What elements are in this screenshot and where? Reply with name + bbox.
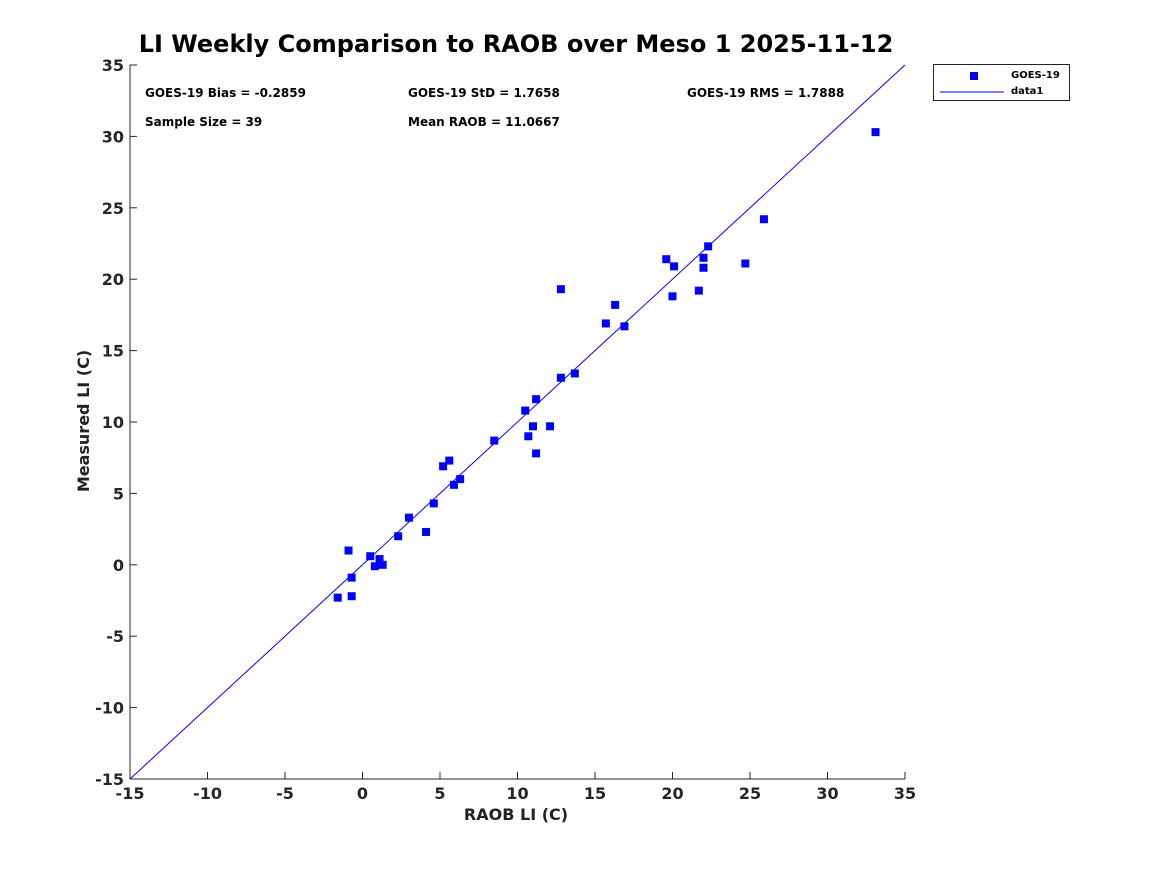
data-point <box>524 432 533 441</box>
data-point <box>611 300 620 309</box>
y-tick-label: 35 <box>102 56 124 75</box>
data-point <box>741 259 750 268</box>
annotation-sample-size: Sample Size = 39 <box>145 115 262 129</box>
data-point <box>333 593 342 602</box>
series-line-data1 <box>129 64 906 780</box>
data-point <box>370 562 379 571</box>
data-point <box>601 319 610 328</box>
annotation-std: GOES-19 StD = 1.7658 <box>408 86 560 100</box>
x-tick-label: 5 <box>434 784 445 803</box>
data-point <box>529 422 537 431</box>
x-tick-label: -15 <box>116 784 145 803</box>
x-tick-label: 30 <box>816 784 838 803</box>
data-point <box>344 546 353 555</box>
y-tick-label: 25 <box>102 199 124 218</box>
x-tick-label: 25 <box>739 784 761 803</box>
legend-label-data1: data1 <box>1011 86 1044 97</box>
y-tick-label: 15 <box>102 342 124 361</box>
data-point <box>668 292 677 301</box>
data-point <box>347 592 356 601</box>
data-point <box>532 449 541 458</box>
data-point <box>570 369 579 378</box>
data-point <box>394 532 403 541</box>
y-tick-label: 5 <box>113 484 124 503</box>
y-tick-label: -15 <box>95 770 124 789</box>
data-point <box>456 475 465 484</box>
data-point <box>429 499 438 508</box>
y-tick-label: 20 <box>102 270 124 289</box>
y-axis-label: Measured LI (C) <box>74 350 93 492</box>
data-point <box>405 513 413 522</box>
legend-item-goes19: GOES-19 <box>934 68 1071 84</box>
data-point <box>556 373 565 382</box>
data-point <box>366 552 375 561</box>
data-point <box>439 462 448 471</box>
y-tick-label: 0 <box>113 556 124 575</box>
data-point <box>445 456 454 465</box>
x-tick-label: 10 <box>506 784 528 803</box>
data-point <box>378 560 387 569</box>
legend-marker-square-icon <box>970 72 978 80</box>
x-tick-label: 35 <box>894 784 916 803</box>
data-point <box>375 555 384 564</box>
data-point <box>620 322 629 331</box>
y-tick-label: 10 <box>102 413 124 432</box>
data-point <box>699 263 708 272</box>
x-tick-label: -10 <box>193 784 222 803</box>
legend-label-goes19: GOES-19 <box>1011 70 1060 81</box>
x-tick-label: 15 <box>584 784 606 803</box>
y-tick-label: -10 <box>95 699 124 718</box>
data-point <box>670 262 679 271</box>
data-point <box>546 422 555 431</box>
data-point <box>662 255 671 264</box>
x-axis-label: RAOB LI (C) <box>464 805 568 824</box>
y-tick-label: -5 <box>106 627 124 646</box>
data-point <box>422 527 431 536</box>
x-tick-label: 20 <box>661 784 683 803</box>
plot-area: -15 -10 -5 0 5 10 15 20 25 30 35 -15 -10 -5 0 5 10 15 20 25… <box>95 56 916 803</box>
data-point <box>759 215 768 224</box>
annotation-rms: GOES-19 RMS = 1.7888 <box>687 86 844 100</box>
data-point <box>449 480 458 489</box>
data-point <box>556 285 565 294</box>
y-tick-label: 30 <box>102 127 124 146</box>
x-tick-label: 0 <box>357 784 368 803</box>
data-point <box>347 573 356 582</box>
data-point <box>521 406 530 415</box>
data-point <box>694 286 703 295</box>
data-point <box>532 395 541 404</box>
legend: GOES-19 data1 <box>933 64 1070 101</box>
chart-title: LI Weekly Comparison to RAOB over Meso 1… <box>139 30 894 58</box>
annotation-bias: GOES-19 Bias = -0.2859 <box>145 86 306 100</box>
data-point <box>699 253 708 262</box>
legend-item-data1: data1 <box>934 84 1071 100</box>
data-point <box>490 436 499 445</box>
x-tick-label: -5 <box>276 784 294 803</box>
data-point <box>871 128 880 137</box>
annotation-mean-raob: Mean RAOB = 11.0667 <box>408 115 560 129</box>
legend-line-icon <box>940 91 1004 93</box>
